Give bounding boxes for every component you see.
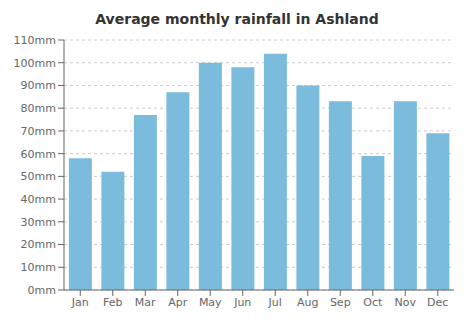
svg-text:50mm: 50mm xyxy=(21,170,56,183)
svg-text:20mm: 20mm xyxy=(21,238,56,251)
svg-text:Dec: Dec xyxy=(427,296,448,309)
svg-text:Mar: Mar xyxy=(135,296,156,309)
svg-text:Jul: Jul xyxy=(268,296,282,309)
svg-text:Aug: Aug xyxy=(297,296,318,309)
svg-text:100mm: 100mm xyxy=(14,57,56,70)
svg-text:0mm: 0mm xyxy=(28,284,56,297)
svg-text:110mm: 110mm xyxy=(14,34,56,47)
svg-text:90mm: 90mm xyxy=(21,79,56,92)
svg-text:Feb: Feb xyxy=(103,296,122,309)
svg-text:Nov: Nov xyxy=(395,296,417,309)
svg-text:30mm: 30mm xyxy=(21,216,56,229)
svg-text:80mm: 80mm xyxy=(21,102,56,115)
svg-text:Jun: Jun xyxy=(233,296,251,309)
svg-text:Apr: Apr xyxy=(168,296,188,309)
svg-text:10mm: 10mm xyxy=(21,261,56,274)
svg-text:40mm: 40mm xyxy=(21,193,56,206)
svg-text:60mm: 60mm xyxy=(21,148,56,161)
svg-text:May: May xyxy=(199,296,222,309)
svg-text:Jan: Jan xyxy=(71,296,89,309)
svg-text:70mm: 70mm xyxy=(21,125,56,138)
svg-text:Sep: Sep xyxy=(330,296,351,309)
html-text:Average monthly rainfall in As: Average monthly rainfall in Ashland xyxy=(95,11,379,27)
svg-text:Oct: Oct xyxy=(363,296,383,309)
